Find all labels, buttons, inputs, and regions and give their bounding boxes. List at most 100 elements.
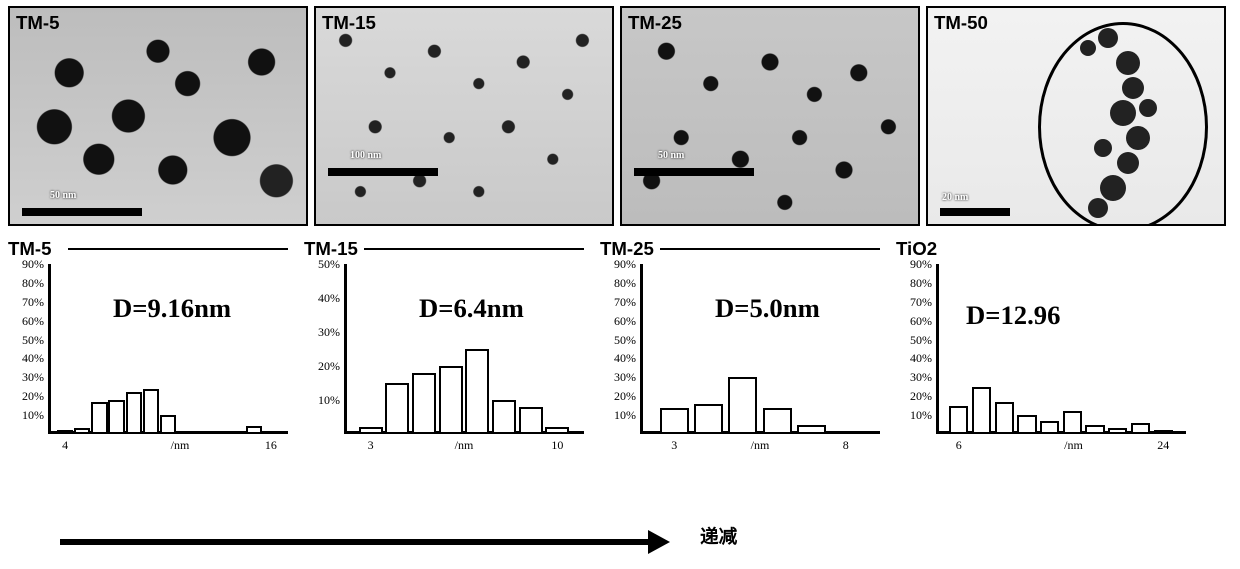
histogram-bar xyxy=(160,415,176,434)
histogram-bar xyxy=(126,392,142,434)
panel-label: TM-50 xyxy=(934,12,988,34)
mean-diameter-label: D=6.4nm xyxy=(419,293,524,324)
y-tick-label: 80% xyxy=(608,276,636,291)
y-tick-label: 30% xyxy=(608,370,636,385)
histogram-bar xyxy=(949,406,968,434)
y-tick-label: 60% xyxy=(16,314,44,329)
histogram-bar xyxy=(108,400,124,434)
histogram-tm-15: TM-1510%20%30%40%50%310/nmD=6.4nm xyxy=(304,238,594,478)
x-tick-label: 3 xyxy=(671,438,677,453)
x-tick-label: 16 xyxy=(265,438,277,453)
y-tick-label: 20% xyxy=(312,359,340,374)
histogram-bar xyxy=(359,427,383,434)
tem-panel-tm-50: TM-50 20 nm xyxy=(926,6,1226,226)
y-tick-label: 80% xyxy=(16,276,44,291)
x-axis-name: /nm xyxy=(171,438,190,453)
histogram-bar xyxy=(439,366,463,434)
title-underline xyxy=(364,248,584,250)
y-tick-label: 10% xyxy=(608,408,636,423)
particle-dot xyxy=(1098,28,1118,48)
y-tick-label: 30% xyxy=(312,325,340,340)
histogram-tm-5: TM-510%20%30%40%50%60%70%80%90%416/nmD=9… xyxy=(8,238,298,478)
histogram-bar xyxy=(465,349,489,434)
trend-arrow xyxy=(60,530,670,554)
particle-dot xyxy=(1139,99,1157,117)
title-underline xyxy=(660,248,880,250)
histogram-bar xyxy=(1108,428,1127,434)
histogram-bar xyxy=(1040,421,1059,434)
particle-dot xyxy=(1110,100,1136,126)
particle-dot xyxy=(1080,40,1096,56)
y-axis xyxy=(48,264,51,434)
mean-diameter-label: D=5.0nm xyxy=(715,293,820,324)
y-tick-label: 60% xyxy=(608,314,636,329)
particle-dot xyxy=(1088,198,1108,218)
x-tick-label: 24 xyxy=(1157,438,1169,453)
x-tick-label: 3 xyxy=(368,438,374,453)
histogram-bar xyxy=(995,402,1014,434)
scale-bar xyxy=(22,208,142,216)
y-tick-label: 90% xyxy=(16,257,44,272)
histogram-bar xyxy=(694,404,723,434)
x-axis-name: /nm xyxy=(455,438,474,453)
x-tick-label: 10 xyxy=(551,438,563,453)
y-tick-label: 10% xyxy=(312,393,340,408)
scale-bar-label: 20 nm xyxy=(942,192,968,203)
histogram-bar xyxy=(1063,411,1082,434)
histogram-bar xyxy=(143,389,159,434)
scale-bar-label: 50 nm xyxy=(50,190,76,201)
plot-area xyxy=(640,264,880,434)
panel-label: TM-25 xyxy=(628,12,682,34)
histogram-bar xyxy=(972,387,991,434)
histogram-bar xyxy=(412,373,436,434)
arrow-shaft xyxy=(60,539,648,545)
y-tick-label: 80% xyxy=(904,276,932,291)
tem-panel-tm-25: TM-2550 nm xyxy=(620,6,920,226)
scale-bar xyxy=(328,168,438,176)
y-tick-label: 50% xyxy=(312,257,340,272)
mean-diameter-label: D=12.96 xyxy=(966,300,1060,331)
y-tick-label: 50% xyxy=(608,333,636,348)
y-tick-label: 50% xyxy=(16,333,44,348)
panel-label: TM-15 xyxy=(322,12,376,34)
tem-row: TM-550 nmTM-15100 nmTM-2550 nmTM-5020 nm xyxy=(0,0,1240,232)
title-underline xyxy=(68,248,288,250)
scale-bar xyxy=(940,208,1010,216)
particle-dot xyxy=(1116,51,1140,75)
arrow-label: 递减 xyxy=(700,522,737,549)
x-axis-name: /nm xyxy=(751,438,770,453)
histogram-tio2: TiO210%20%30%40%50%60%70%80%90%624/nmD=1… xyxy=(896,238,1196,478)
y-tick-label: 70% xyxy=(904,295,932,310)
y-tick-label: 40% xyxy=(16,351,44,366)
mean-diameter-label: D=9.16nm xyxy=(113,293,231,324)
y-tick-label: 20% xyxy=(904,389,932,404)
particle-dot xyxy=(1126,126,1150,150)
x-tick-label: 6 xyxy=(956,438,962,453)
histogram-bar xyxy=(1154,430,1173,434)
y-tick-label: 90% xyxy=(608,257,636,272)
y-tick-label: 10% xyxy=(904,408,932,423)
histogram-bar xyxy=(1085,425,1104,434)
histogram-bar xyxy=(385,383,409,434)
tem-panel-tm-5: TM-550 nm xyxy=(8,6,308,226)
y-tick-label: 60% xyxy=(904,314,932,329)
y-tick-label: 90% xyxy=(904,257,932,272)
histogram-bar xyxy=(519,407,543,434)
histogram-bar xyxy=(545,427,569,434)
particle-dot xyxy=(1094,139,1112,157)
plot-area xyxy=(936,264,1186,434)
y-tick-label: 40% xyxy=(312,291,340,306)
histogram-row: TM-510%20%30%40%50%60%70%80%90%416/nmD=9… xyxy=(0,232,1240,484)
histogram-bar xyxy=(74,428,90,434)
y-tick-label: 50% xyxy=(904,333,932,348)
x-tick-label: 4 xyxy=(62,438,68,453)
histogram-bar xyxy=(91,402,107,434)
y-axis xyxy=(936,264,939,434)
histogram-bar xyxy=(763,408,792,434)
histogram-bar xyxy=(660,408,689,434)
x-tick-label: 8 xyxy=(843,438,849,453)
histogram-bar xyxy=(492,400,516,434)
y-tick-label: 40% xyxy=(608,351,636,366)
histogram-bar xyxy=(1131,423,1150,434)
plot-area xyxy=(344,264,584,434)
